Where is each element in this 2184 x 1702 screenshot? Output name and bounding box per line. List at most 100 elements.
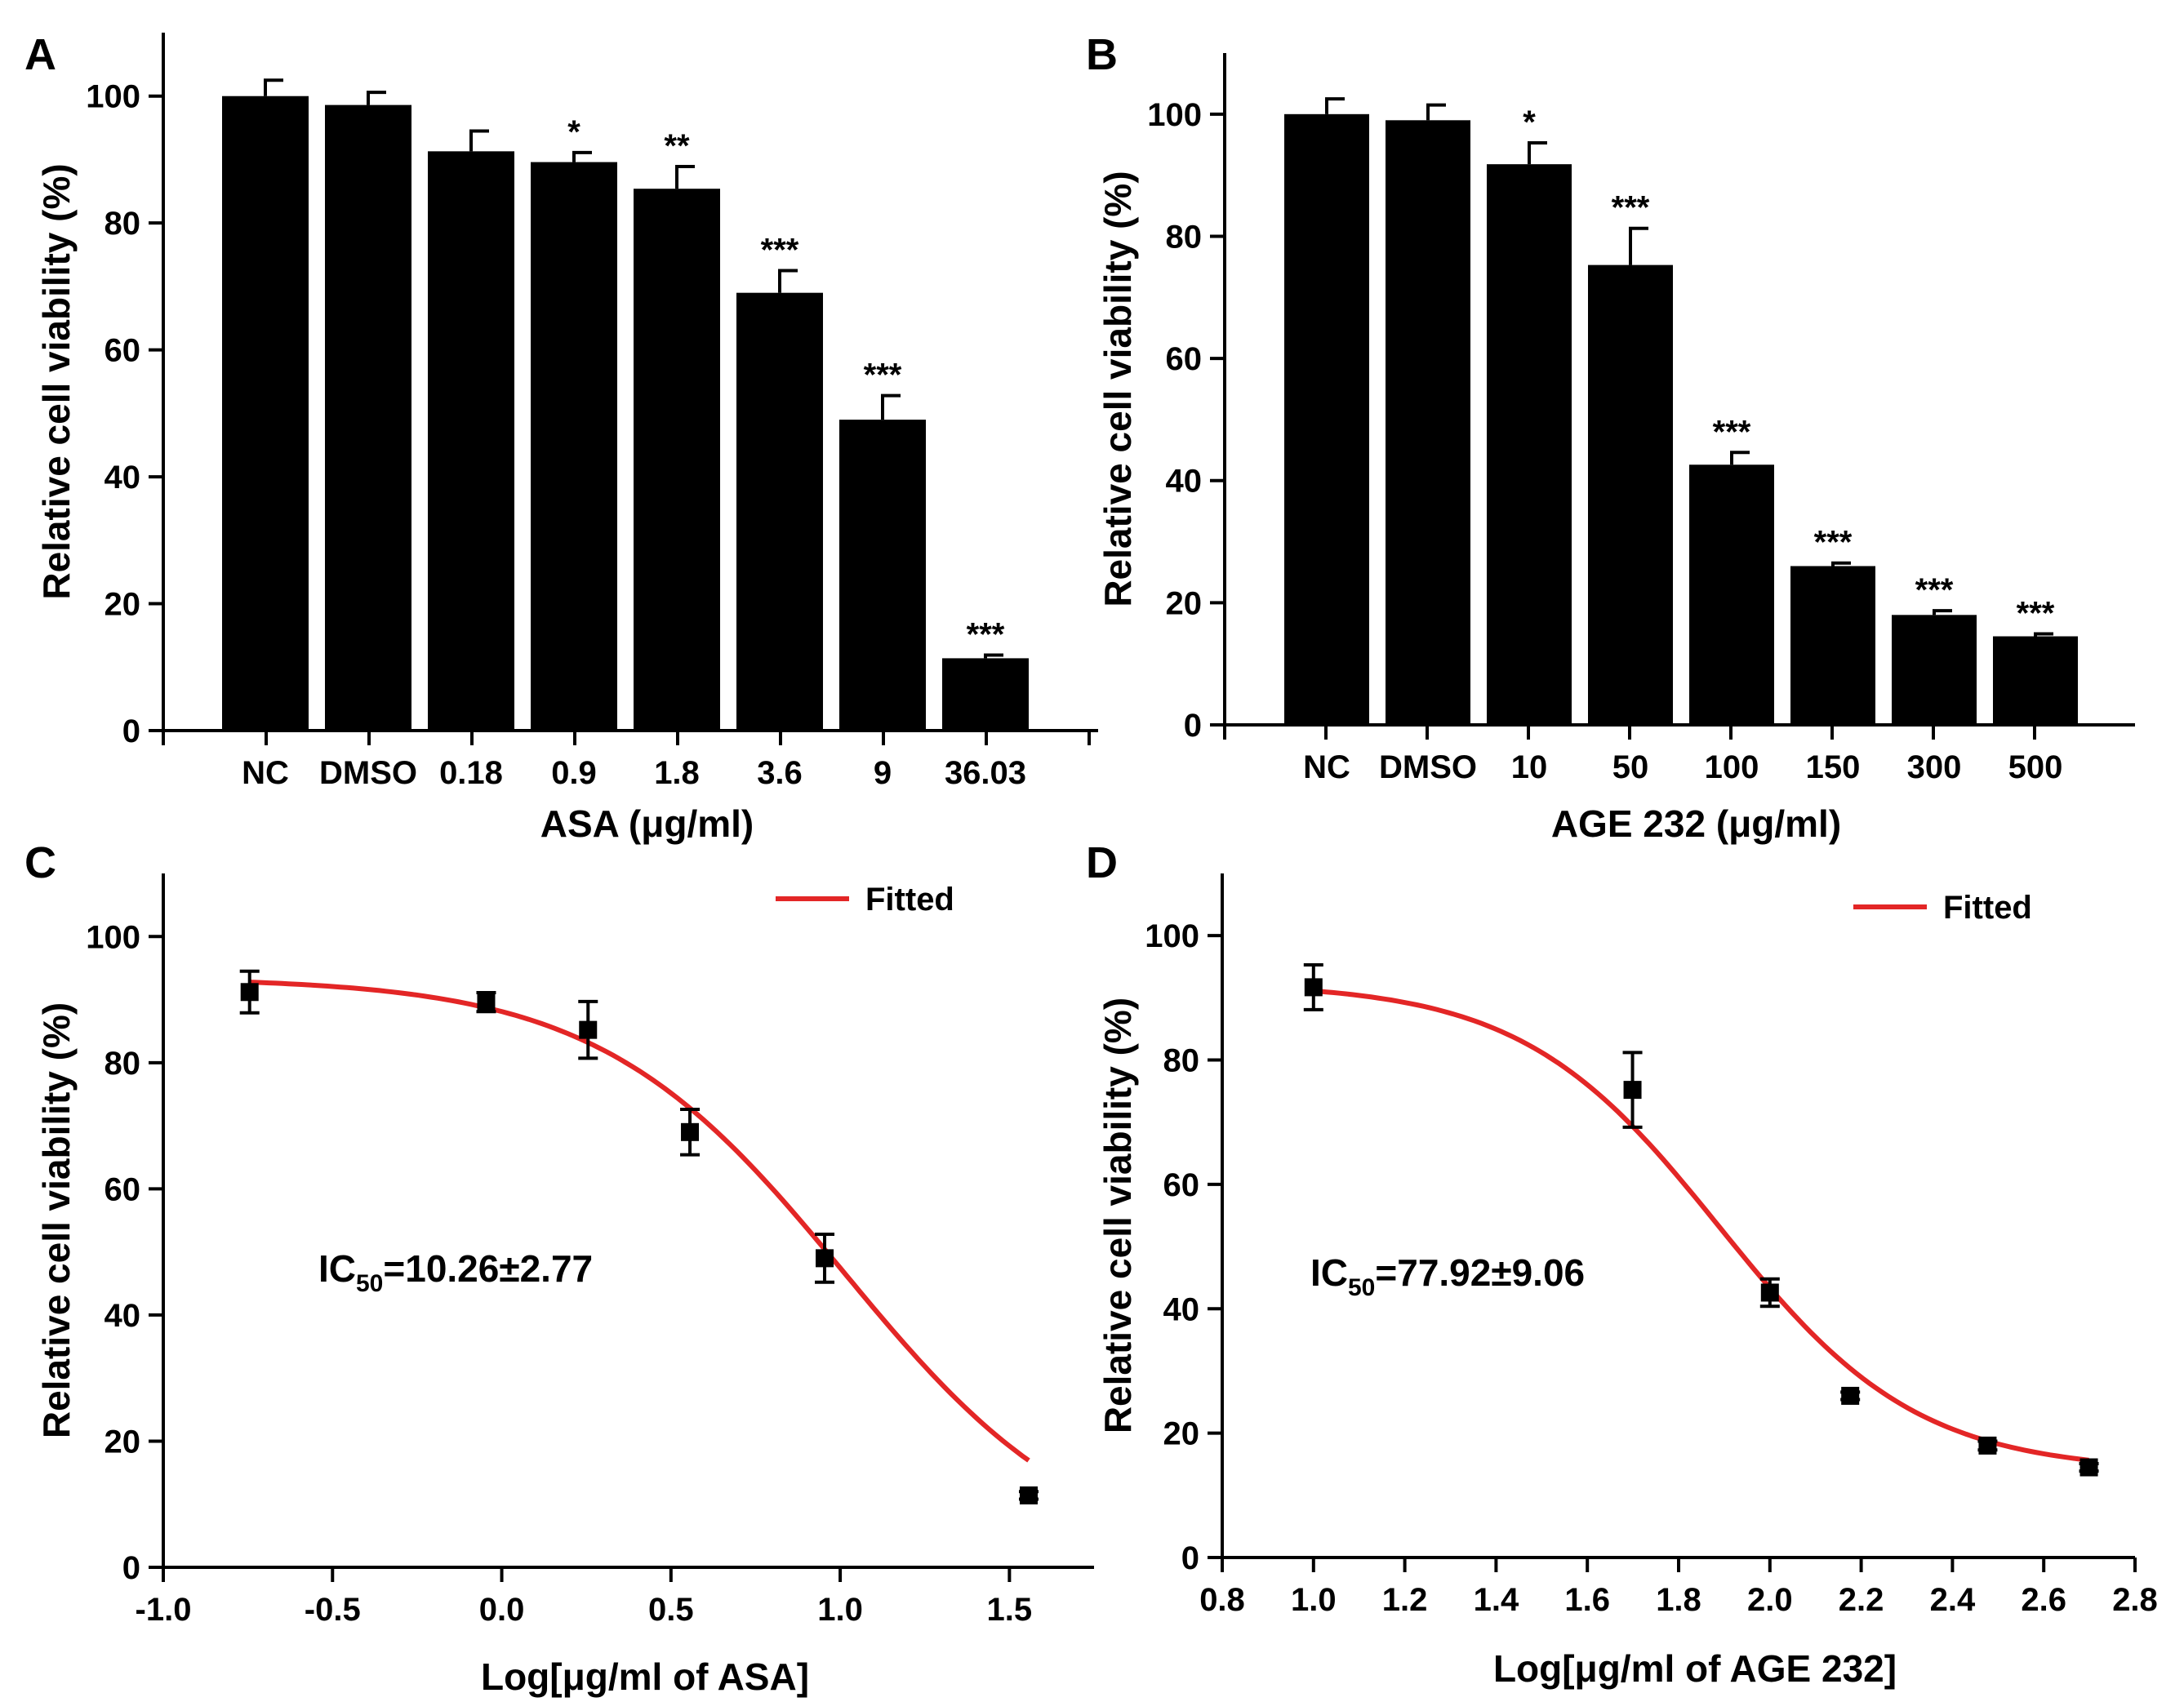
x-tick-label: 50 xyxy=(1612,749,1649,785)
ic50-subscript: 50 xyxy=(356,1270,383,1297)
x-tick-label: 1.2 xyxy=(1382,1582,1428,1618)
ic50-annotation: IC50=77.92±9.06 xyxy=(1310,1251,1585,1301)
x-tick-label: 3.6 xyxy=(757,755,803,791)
bar-DMSO xyxy=(325,104,411,731)
y-tick-label: 0 xyxy=(1181,1540,1199,1576)
y-tick-label: 20 xyxy=(105,1424,141,1460)
y-tick-label: 20 xyxy=(105,587,141,623)
x-tick-label: -0.5 xyxy=(305,1592,361,1628)
bar-10 xyxy=(1487,164,1572,726)
legend: Fitted xyxy=(776,882,954,918)
bar-50 xyxy=(1588,264,1673,725)
ic50-value: =10.26±2.77 xyxy=(383,1247,593,1290)
significance-marker: *** xyxy=(864,358,902,393)
significance-marker: * xyxy=(567,114,580,150)
data-point xyxy=(1019,1486,1038,1504)
x-tick-label: 300 xyxy=(1907,749,1962,785)
x-tick-label: DMSO xyxy=(319,755,417,791)
x-tick-label: 500 xyxy=(2008,749,2063,785)
y-tick-label: 100 xyxy=(86,919,140,955)
data-point xyxy=(1760,1283,1779,1302)
bar-DMSO xyxy=(1386,120,1470,726)
ic50-prefix: IC xyxy=(1310,1251,1348,1294)
x-tick-label: 0.8 xyxy=(1199,1582,1245,1618)
x-tick-label: 150 xyxy=(1806,749,1861,785)
y-tick-label: 0 xyxy=(122,1550,140,1586)
y-tick-label: 40 xyxy=(105,460,141,495)
x-tick-label: DMSO xyxy=(1379,749,1477,785)
panel-d: D 0 20 40 60 80 100 Relative cell viability (%)… xyxy=(1086,838,2158,1690)
x-tick-label: 1.4 xyxy=(1474,1582,1519,1618)
x-tick-label: 10 xyxy=(1511,749,1548,785)
ic50-value: =77.92±9.06 xyxy=(1375,1251,1585,1294)
significance-marker: *** xyxy=(1915,572,1954,608)
x-tick-label: 100 xyxy=(1705,749,1759,785)
y-tick-label: 60 xyxy=(1163,1167,1200,1203)
panel-b: B 0 20 40 60 80 100 Relative cell viability (%)… xyxy=(1086,30,2135,845)
data-point xyxy=(681,1122,700,1141)
y-axis-title: Relative cell viability (%) xyxy=(35,163,78,599)
y-tick-label: 80 xyxy=(1166,219,1203,255)
legend-label: Fitted xyxy=(1943,890,2032,926)
x-tick-label: 2.0 xyxy=(1747,1582,1793,1618)
panel-letter: C xyxy=(24,838,56,887)
x-tick-label: 1.0 xyxy=(1291,1582,1337,1618)
y-tick-label: 20 xyxy=(1163,1416,1200,1452)
legend-label: Fitted xyxy=(865,882,954,918)
significance-marker: * xyxy=(1523,104,1536,140)
x-tick-label: 1.6 xyxy=(1564,1582,1610,1618)
bar-0.9 xyxy=(531,162,617,731)
data-point xyxy=(477,993,496,1011)
fitted-curve xyxy=(1313,988,2089,1463)
fitted-curve xyxy=(249,980,1030,1463)
data-point xyxy=(1978,1436,1997,1455)
data-point xyxy=(579,1020,598,1039)
ic50-subscript: 50 xyxy=(1348,1274,1375,1301)
x-tick-label: NC xyxy=(242,755,289,791)
x-axis-title: AGE 232 (μg/ml) xyxy=(1551,802,1841,845)
x-axis-title: Log[μg/ml of ASA] xyxy=(481,1655,809,1698)
bar-1.8 xyxy=(634,189,720,731)
y-axis-title: Relative cell viability (%) xyxy=(1096,171,1139,607)
bar-100 xyxy=(1689,464,1774,725)
data-point xyxy=(1304,978,1323,997)
panel-letter: D xyxy=(1086,838,1118,887)
y-tick-label: 40 xyxy=(1163,1291,1200,1327)
significance-marker: *** xyxy=(2017,596,2055,632)
data-point xyxy=(2079,1458,2098,1477)
x-tick-label: 2.4 xyxy=(1930,1582,1976,1618)
bar-3.6 xyxy=(736,292,823,731)
x-tick-label: 2.6 xyxy=(2021,1582,2066,1618)
y-tick-label: 80 xyxy=(1163,1043,1200,1079)
x-axis-title: ASA (μg/ml) xyxy=(540,802,754,845)
y-axis-title: Relative cell viability (%) xyxy=(35,1002,78,1438)
y-tick-label: 60 xyxy=(1166,341,1203,377)
data-point xyxy=(240,983,259,1002)
data-point xyxy=(1623,1081,1642,1100)
ic50-annotation: IC50=10.26±2.77 xyxy=(318,1247,593,1297)
x-axis-title: Log[μg/ml of AGE 232] xyxy=(1493,1647,1897,1690)
y-tick-label: 100 xyxy=(86,79,140,115)
x-tick-label: 1.8 xyxy=(1656,1582,1701,1618)
y-tick-label: 80 xyxy=(105,206,141,242)
y-axis-title: Relative cell viability (%) xyxy=(1096,998,1139,1433)
x-tick-label: -1.0 xyxy=(136,1592,192,1628)
significance-marker: *** xyxy=(1814,525,1853,561)
bar-9 xyxy=(839,420,926,731)
x-tick-label: 9 xyxy=(874,755,892,791)
bar-300 xyxy=(1892,615,1977,725)
y-tick-label: 0 xyxy=(1184,708,1202,744)
panel-letter: A xyxy=(24,30,56,79)
bar-150 xyxy=(1790,566,1875,725)
x-tick-label: 0.9 xyxy=(551,755,597,791)
y-tick-label: 80 xyxy=(105,1046,141,1082)
bar-NC xyxy=(1284,113,1369,725)
y-tick-label: 60 xyxy=(105,1171,141,1207)
bar-NC xyxy=(222,96,309,731)
x-tick-label: 2.2 xyxy=(1839,1582,1884,1618)
significance-marker: ** xyxy=(664,128,690,164)
panel-letter: B xyxy=(1086,30,1118,79)
panel-c: C 0 20 40 60 80 100 Relative cell viability (%)… xyxy=(24,838,1094,1698)
significance-marker: *** xyxy=(761,232,799,268)
